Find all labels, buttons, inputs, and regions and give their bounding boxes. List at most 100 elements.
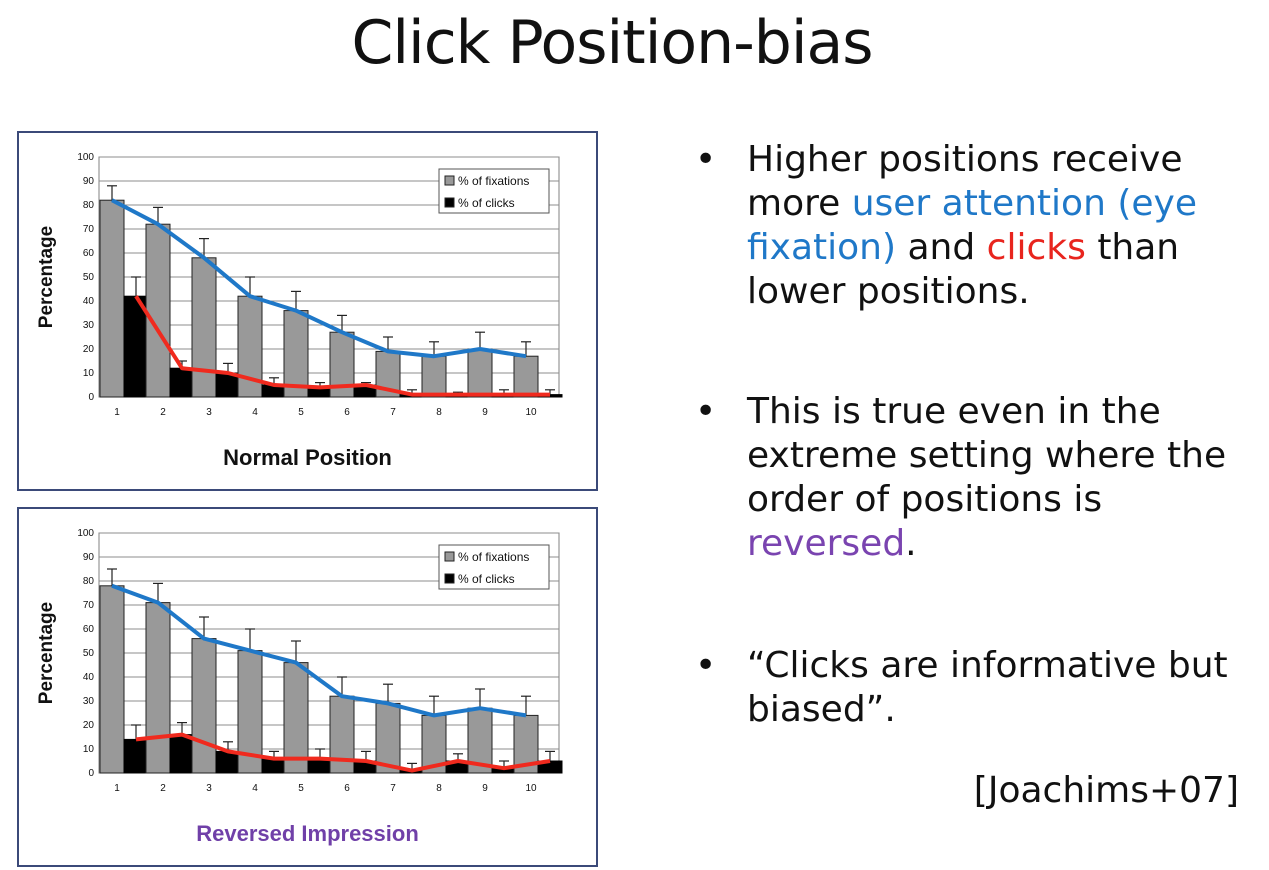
bar-fixations bbox=[513, 355, 539, 398]
y-axis-label: Percentage bbox=[36, 226, 57, 328]
chart-panel-reversed: 0 10 20 30 40 50 60 70 80 90 100 Percentage 1 2 3 4 5 6 7 8… bbox=[17, 507, 598, 867]
bullet-dot: • bbox=[695, 391, 717, 432]
trend-line-fixations bbox=[111, 583, 527, 718]
bullet-text: Higher positions receive more user atten… bbox=[747, 139, 1197, 312]
x-tick-label: 4 bbox=[252, 407, 258, 418]
bar-fixations bbox=[99, 585, 125, 774]
trend-line-clicks bbox=[134, 295, 550, 397]
bar-fixations bbox=[375, 702, 401, 774]
x-tick-label: 9 bbox=[482, 783, 488, 794]
y-tick-label: 60 bbox=[83, 624, 95, 635]
legend-swatch bbox=[444, 175, 455, 186]
bar-fixations bbox=[421, 355, 447, 398]
bullet-text: “Clicks are informative but biased”. bbox=[747, 645, 1228, 730]
y-tick-label: 0 bbox=[88, 768, 94, 779]
y-tick-label: 60 bbox=[83, 248, 95, 259]
x-tick-label: 4 bbox=[252, 783, 258, 794]
bar-fixations bbox=[191, 257, 217, 398]
bullet-text-part: . bbox=[905, 523, 917, 564]
chart-caption-normal: Normal Position bbox=[223, 445, 392, 470]
y-tick-label: 50 bbox=[83, 648, 95, 659]
bar-fixations bbox=[145, 223, 171, 398]
legend-swatch bbox=[444, 197, 455, 208]
trend-line-fixations bbox=[111, 198, 527, 359]
x-tick-label: 5 bbox=[298, 783, 304, 794]
bullet-dot: • bbox=[695, 645, 717, 686]
bullet-text-part: reversed bbox=[747, 523, 906, 564]
y-tick-label: 70 bbox=[83, 600, 95, 611]
x-tick-label: 10 bbox=[525, 407, 537, 418]
y-tick-label: 70 bbox=[83, 224, 95, 235]
bar-clicks bbox=[169, 367, 195, 398]
legend-box bbox=[438, 168, 550, 214]
y-tick-label: 20 bbox=[83, 344, 95, 355]
x-tick-label: 3 bbox=[206, 407, 212, 418]
legend-swatch bbox=[444, 573, 455, 584]
y-tick-label: 40 bbox=[83, 672, 95, 683]
bar-fixations bbox=[283, 662, 309, 774]
x-tick-label: 5 bbox=[298, 407, 304, 418]
bar-clicks bbox=[261, 758, 287, 774]
y-tick-label: 40 bbox=[83, 296, 95, 307]
x-tick-label: 3 bbox=[206, 783, 212, 794]
bullet-item: • This is true even in the extreme setti… bbox=[695, 390, 1255, 566]
slide-title: Click Position-bias bbox=[351, 8, 873, 78]
bar-fixations bbox=[283, 310, 309, 398]
chart-normal-position: 0 10 20 30 40 50 60 70 80 90 100 Percentage 1 2 3 4 5 6 7 8… bbox=[36, 152, 563, 418]
bar-fixations bbox=[467, 348, 493, 398]
x-tick-label: 1 bbox=[114, 407, 120, 418]
x-tick-label: 8 bbox=[436, 783, 442, 794]
bullet-text-part: and bbox=[896, 227, 987, 268]
y-tick-label: 100 bbox=[77, 152, 94, 163]
legend-label: % of clicks bbox=[458, 572, 515, 586]
x-tick-label: 9 bbox=[482, 407, 488, 418]
x-tick-label: 1 bbox=[114, 783, 120, 794]
legend-box bbox=[438, 544, 550, 590]
y-tick-label: 80 bbox=[83, 200, 95, 211]
y-tick-label: 10 bbox=[83, 368, 95, 379]
x-tick-label: 8 bbox=[436, 407, 442, 418]
chart-reversed-impression: 0 10 20 30 40 50 60 70 80 90 100 Percentage 1 2 3 4 5 6 7 8… bbox=[36, 528, 563, 794]
y-tick-label: 50 bbox=[83, 272, 95, 283]
bullet-text-part: than lower positions. bbox=[747, 227, 1180, 312]
bullet-text-part: user attention (eye fixation) bbox=[747, 183, 1197, 268]
y-tick-label: 10 bbox=[83, 744, 95, 755]
y-tick-label: 0 bbox=[88, 392, 94, 403]
chart-caption-reversed: Reversed Impression bbox=[196, 821, 419, 846]
x-tick-label: 7 bbox=[390, 407, 396, 418]
x-tick-label: 7 bbox=[390, 783, 396, 794]
bullet-dot: • bbox=[695, 139, 717, 180]
y-tick-label: 30 bbox=[83, 320, 95, 331]
legend-label: % of fixations bbox=[458, 550, 529, 564]
y-tick-label: 30 bbox=[83, 696, 95, 707]
x-tick-label: 2 bbox=[160, 407, 166, 418]
legend-label: % of clicks bbox=[458, 196, 515, 210]
chart-panel-normal: 0 10 20 30 40 50 60 70 80 90 100 Percentage 1 2 3 4 5 6 7 8… bbox=[17, 131, 598, 491]
bar-fixations bbox=[99, 199, 125, 398]
y-tick-label: 90 bbox=[83, 552, 95, 563]
bar-fixations bbox=[191, 638, 217, 774]
x-tick-label: 6 bbox=[344, 783, 350, 794]
y-tick-label: 20 bbox=[83, 720, 95, 731]
citation: [Joachims+07] bbox=[973, 770, 1239, 811]
bar-clicks bbox=[123, 738, 149, 774]
legend-label: % of fixations bbox=[458, 174, 529, 188]
bullet-text-part: This is true even in the extreme setting… bbox=[747, 391, 1227, 520]
y-tick-label: 90 bbox=[83, 176, 95, 187]
bar-clicks bbox=[169, 734, 195, 774]
bullet-item: • “Clicks are informative but biased”. bbox=[695, 644, 1255, 732]
bar-clicks bbox=[123, 295, 149, 398]
trend-line-clicks bbox=[135, 732, 551, 773]
x-tick-label: 2 bbox=[160, 783, 166, 794]
y-tick-label: 100 bbox=[77, 528, 94, 539]
x-tick-label: 6 bbox=[344, 407, 350, 418]
bullet-text-part: clicks bbox=[986, 227, 1086, 268]
x-tick-label: 10 bbox=[525, 783, 537, 794]
y-axis-label: Percentage bbox=[36, 602, 57, 704]
legend-swatch bbox=[444, 551, 455, 562]
bullet-text-part: “Clicks are informative but biased”. bbox=[747, 645, 1228, 730]
y-tick-label: 80 bbox=[83, 576, 95, 587]
bullet-text: This is true even in the extreme setting… bbox=[747, 391, 1226, 564]
bar-fixations bbox=[145, 602, 171, 774]
bullet-text-part: Higher positions receive more bbox=[747, 139, 1183, 224]
